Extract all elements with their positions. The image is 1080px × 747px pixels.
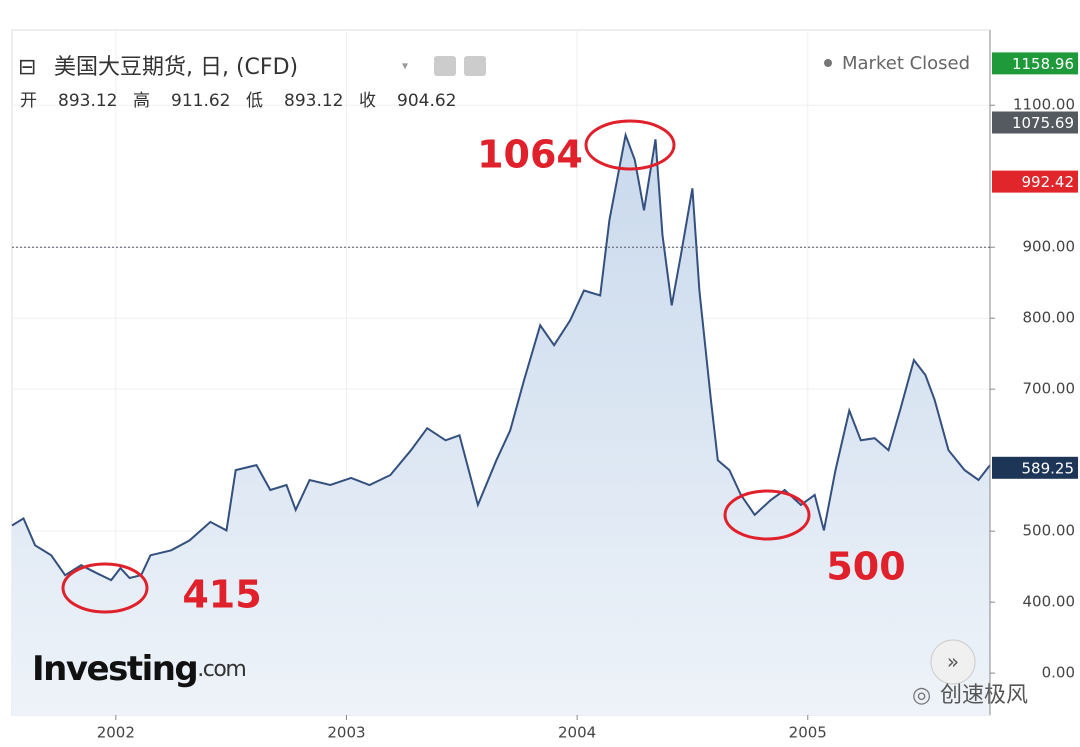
annotation: 500 [826,545,905,589]
ohlc-label: 高 [133,91,150,111]
menu-icon: ⊟ [18,55,36,80]
price-line [11,131,991,582]
annotation-circle [584,119,676,171]
annotation: 1064 [477,133,583,177]
brand: Investing.com [32,649,245,689]
price-tag-label: 992.42 [1022,173,1075,191]
annotation-circle [723,489,811,541]
y-tick-label: 900.00 [1023,238,1076,256]
ohlc-value: 893.12 [284,91,343,111]
status: Market Closed [842,53,970,74]
price-tag [992,52,1078,75]
price-tag [992,111,1078,134]
y-tick-label: 700.00 [1023,380,1076,398]
brand-name: Investing [32,649,197,689]
ohlc-label: 低 [246,91,263,111]
y-tick-label: 400.00 [1023,593,1076,611]
ohlc-value: 911.62 [171,91,230,111]
button[interactable] [434,56,456,76]
y-tick-label: 0.00 [1042,664,1075,682]
ohlc-label: 收 [359,91,376,111]
price-tag-label: 1158.96 [1012,55,1074,73]
price-tag [992,456,1078,479]
button[interactable] [464,56,486,76]
price-tag-label: 589.25 [1022,459,1075,477]
annotation: 415 [182,573,261,617]
price-tag-label: 1075.69 [1012,114,1074,132]
area [12,135,990,716]
ohlc-label: 开 [20,91,37,111]
status-dot [824,59,832,67]
ohlc-value: 904.62 [397,91,456,111]
scroll-button[interactable] [930,639,976,685]
watermark-icon: ◎ [912,683,931,708]
y-tick-label: 800.00 [1023,309,1076,327]
brand-suffix: .com [197,657,245,682]
x-tick-label: 2003 [327,724,365,742]
y-tick-label: 500.00 [1023,522,1076,540]
price-tag [992,170,1078,193]
scroll-icon: » [947,650,959,674]
x-tick-label: 2004 [558,724,596,742]
y-tick-label: 1100.00 [1013,96,1075,114]
chart-title: 美国大豆期货, 日, (CFD) [54,55,298,80]
ohlc-value: 893.12 [58,91,117,111]
dropdown[interactable]: ▾ [402,59,408,73]
watermark: 创速极风 [940,683,1028,708]
x-tick-label: 2002 [97,724,135,742]
annotation-circle [61,562,149,614]
x-tick-label: 2005 [789,724,827,742]
